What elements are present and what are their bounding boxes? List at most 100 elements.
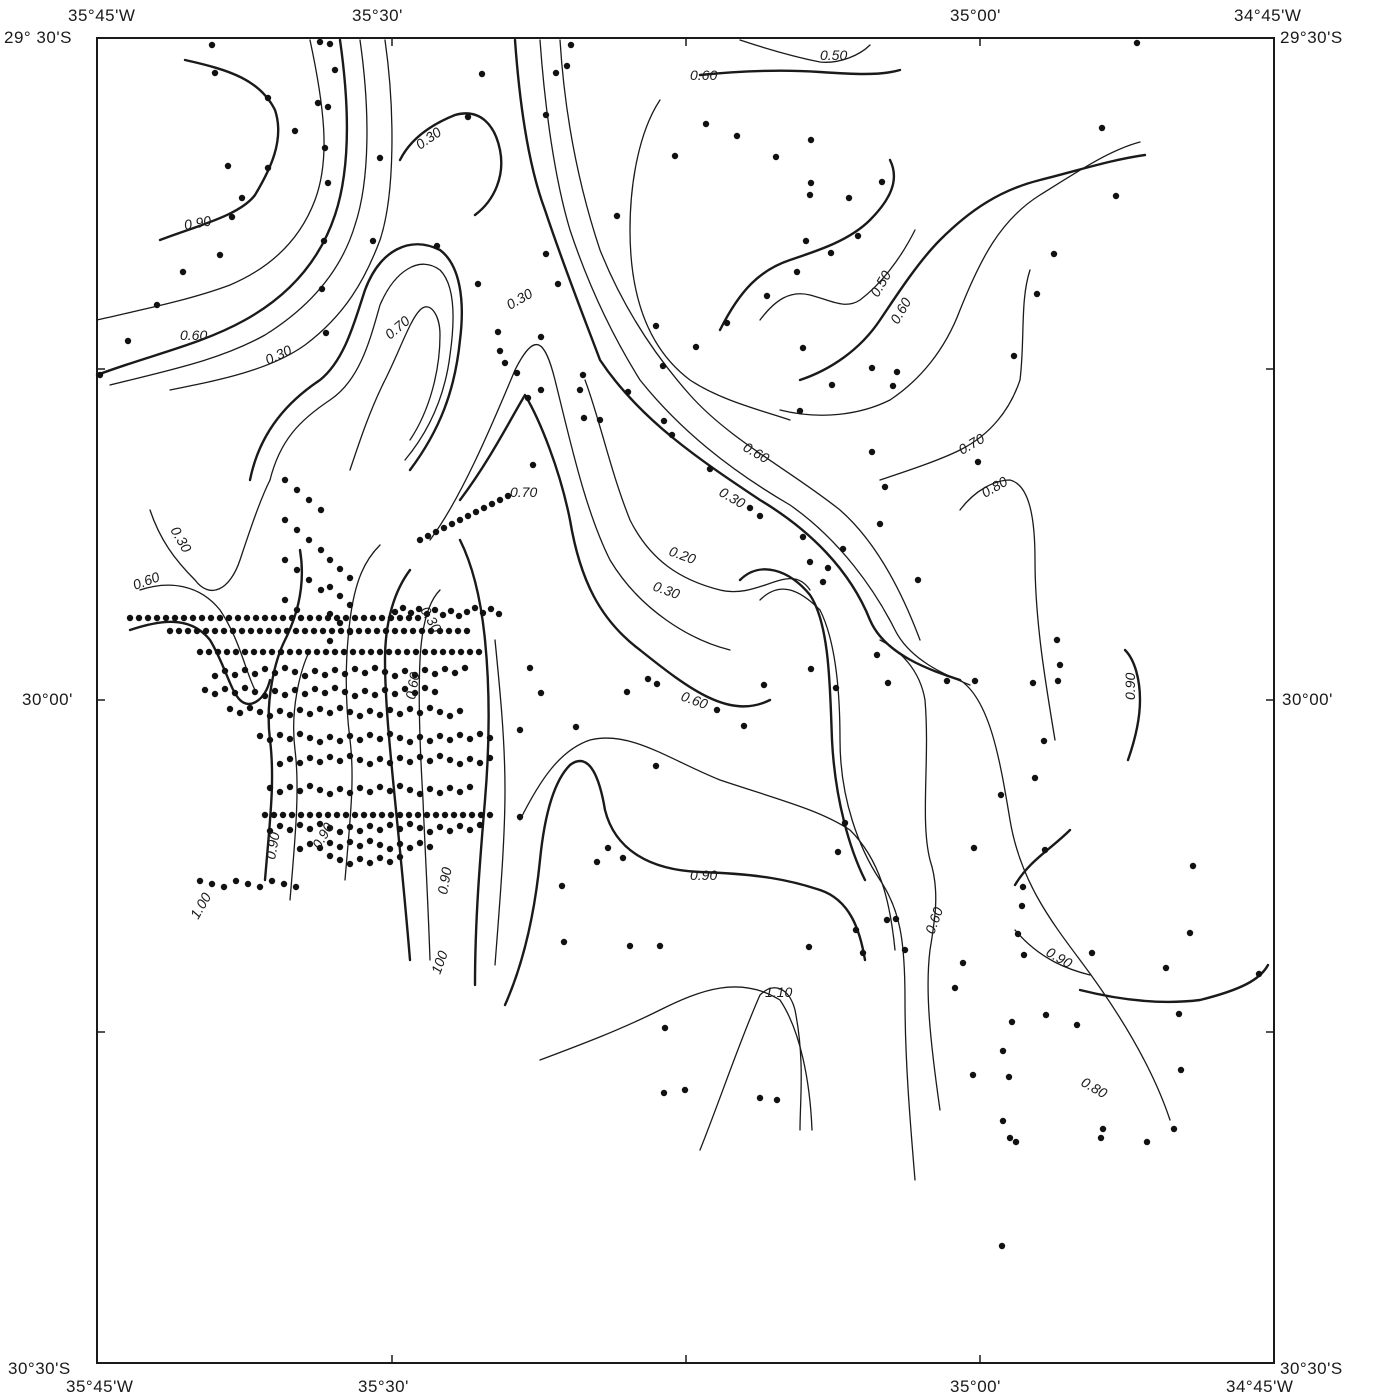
station-dot <box>276 707 284 715</box>
station-dot <box>311 685 319 693</box>
station-dot <box>456 731 464 739</box>
station-dot <box>281 596 289 604</box>
station-dot <box>401 667 409 675</box>
station-dot <box>391 672 399 680</box>
station-dot <box>326 824 334 832</box>
station-dot <box>554 280 562 288</box>
station-dot <box>367 648 375 656</box>
station-dot <box>459 811 467 819</box>
contour-line <box>798 153 1147 382</box>
contour-label: 0.70 <box>382 312 413 342</box>
station-dot <box>96 371 104 379</box>
station-dot <box>1019 883 1027 891</box>
station-dot <box>889 382 897 390</box>
station-dot <box>702 120 710 128</box>
station-dot <box>1255 970 1263 978</box>
contour-line <box>1013 828 1072 887</box>
station-dot <box>286 648 294 656</box>
station-dot <box>351 665 359 673</box>
station-dot <box>266 736 274 744</box>
station-dot <box>277 648 285 656</box>
station-dot <box>286 755 294 763</box>
station-dot <box>328 627 336 635</box>
station-dot <box>296 787 304 795</box>
station-dot <box>326 583 334 591</box>
station-dot <box>316 820 324 828</box>
station-dot <box>251 688 259 696</box>
station-dot <box>153 301 161 309</box>
bottom-left-longitude: 35°45'W <box>66 1377 134 1396</box>
contour-line <box>879 269 1031 481</box>
station-dot <box>414 614 422 622</box>
station-dot <box>306 710 314 718</box>
bottom-longitude-label-1: 35°30' <box>358 1377 409 1396</box>
station-dot <box>280 880 288 888</box>
station-dot <box>476 730 484 738</box>
station-dot <box>256 732 264 740</box>
station-dot <box>356 736 364 744</box>
station-dot <box>216 251 224 259</box>
station-dot <box>405 614 413 622</box>
station-dot <box>501 359 509 367</box>
station-dot <box>604 844 612 852</box>
station-dot <box>436 708 444 716</box>
station-dot <box>834 848 842 856</box>
contour-label: 0.30 <box>504 285 536 313</box>
station-dot <box>406 758 414 766</box>
station-dot <box>376 826 384 834</box>
station-dot <box>1014 930 1022 938</box>
station-dot <box>421 666 429 674</box>
bottom-right-latitude: 30°30'S <box>1280 1359 1343 1378</box>
station-dot <box>652 322 660 330</box>
station-dot <box>1097 1134 1105 1142</box>
station-dot <box>361 669 369 677</box>
station-dot <box>382 627 390 635</box>
station-dot <box>261 665 269 673</box>
station-dot <box>681 1086 689 1094</box>
station-dot <box>306 614 314 622</box>
station-dot <box>394 648 402 656</box>
frame-ticks <box>97 38 1274 1363</box>
station-dot <box>211 69 219 77</box>
station-dot <box>381 686 389 694</box>
station-dot <box>264 164 272 172</box>
station-dot <box>366 788 374 796</box>
station-dot <box>1053 636 1061 644</box>
station-dot <box>366 760 374 768</box>
station-dot <box>426 785 434 793</box>
contour-line <box>539 39 971 686</box>
station-dot <box>436 732 444 740</box>
station-dot <box>306 825 314 833</box>
depth-contours <box>95 38 1270 1181</box>
station-dot <box>456 707 464 715</box>
station-dot <box>504 492 512 500</box>
station-dot <box>386 787 394 795</box>
station-dot <box>321 671 329 679</box>
station-dot <box>221 667 229 675</box>
station-dot <box>386 759 394 767</box>
station-dot <box>396 811 404 819</box>
station-dot <box>378 614 386 622</box>
station-dot <box>423 811 431 819</box>
station-dot <box>381 668 389 676</box>
contour-line <box>458 393 772 708</box>
contour-line <box>503 759 867 1007</box>
station-dot <box>386 706 394 714</box>
station-dot <box>486 734 494 742</box>
station-dot <box>376 783 384 791</box>
station-dot <box>135 614 143 622</box>
contour-label: 0.60 <box>679 688 710 712</box>
contour-line <box>959 479 1056 741</box>
station-dot <box>244 880 252 888</box>
station-dot <box>306 840 314 848</box>
contour-label: 0.90 <box>309 820 337 852</box>
station-dot <box>806 191 814 199</box>
station-dot <box>560 938 568 946</box>
station-dot <box>542 250 550 258</box>
station-dot <box>351 614 359 622</box>
station-dot <box>513 369 521 377</box>
station-dot <box>364 627 372 635</box>
station-dot <box>901 946 909 954</box>
station-dot <box>276 788 284 796</box>
station-dot <box>471 604 479 612</box>
